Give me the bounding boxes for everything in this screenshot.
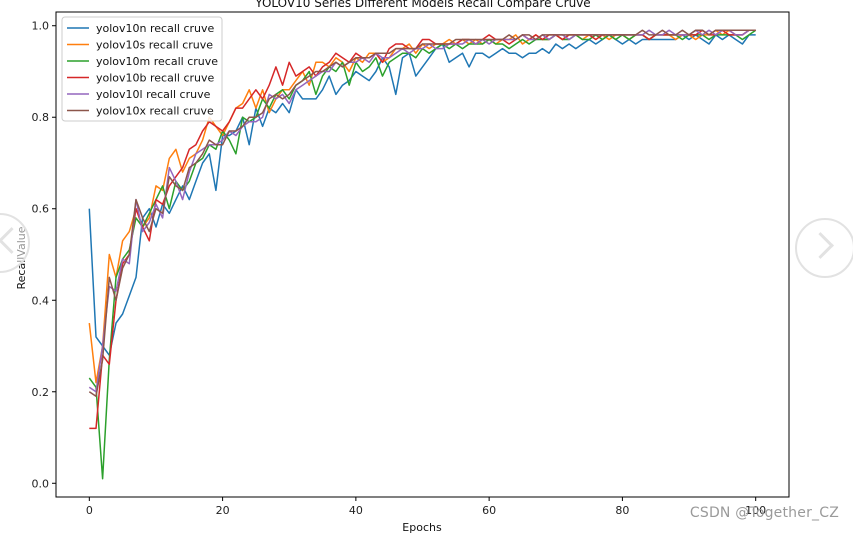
series-lines xyxy=(88,29,757,480)
x-tick-label: 60 xyxy=(482,504,496,517)
legend-box xyxy=(61,16,223,122)
watermark-text: CSDN @Together_CZ xyxy=(689,505,839,521)
chevron-left-icon xyxy=(0,227,25,254)
y-tick-label: 0.2 xyxy=(32,386,50,399)
series-line-1 xyxy=(88,34,756,356)
chevron-right-icon xyxy=(807,232,834,259)
x-tick-label: 100 xyxy=(745,504,766,517)
y-tick-label: 0.6 xyxy=(32,203,50,216)
y-tick-label: 0.0 xyxy=(32,477,50,490)
y-tick-label: 0.4 xyxy=(32,294,50,307)
series-line-5 xyxy=(88,29,756,393)
legend-entry: yolov10b recall cruve xyxy=(96,72,215,85)
legend-entry: yolov10l recall cruve xyxy=(96,88,211,101)
x-tick-label: 80 xyxy=(615,504,629,517)
chart-title: YOLOV10 Series Different Models Recall C… xyxy=(254,0,590,10)
x-tick-label: 20 xyxy=(216,504,230,517)
legend-entry: yolov10m recall cruve xyxy=(96,55,218,68)
series-line-6 xyxy=(88,29,756,398)
next-image-button[interactable] xyxy=(795,218,853,278)
legend-entry: yolov10n recall cruve xyxy=(96,22,214,35)
legend-entry: yolov10x recall cruve xyxy=(96,105,214,118)
y-tick-label: 0.8 xyxy=(32,111,50,124)
x-axis-label: Epochs xyxy=(402,521,442,533)
x-axis: 0 20 40 60 80 100 xyxy=(86,497,766,517)
legend: yolov10n recall cruve yolov10s recall cru… xyxy=(61,16,223,122)
series-line-4 xyxy=(89,29,756,430)
x-tick-label: 0 xyxy=(86,504,93,517)
plot-area xyxy=(55,11,790,498)
y-axis: 0.0 0.2 0.4 0.6 0.8 1.0 xyxy=(32,20,56,490)
x-tick-label: 40 xyxy=(349,504,363,517)
y-tick-label: 1.0 xyxy=(32,20,50,33)
legend-entry: yolov10s recall cruve xyxy=(96,39,213,52)
